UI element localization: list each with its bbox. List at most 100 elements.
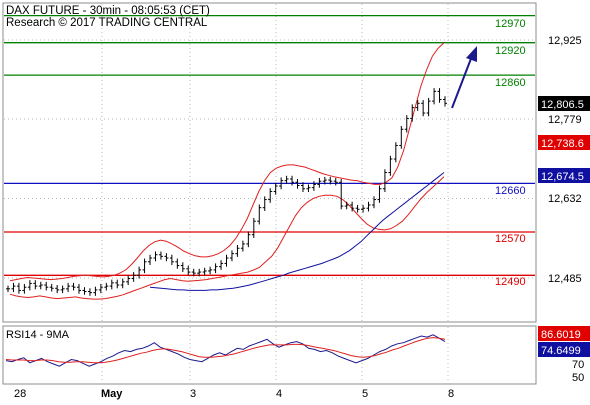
price-bar: [6, 285, 10, 293]
price-bar: [257, 204, 262, 225]
rsi-value-1: 86.6019: [541, 329, 581, 341]
price-bar: [71, 282, 76, 291]
price-bar: [55, 285, 60, 294]
price-bar: [262, 196, 267, 211]
price-bar: [344, 201, 349, 210]
price-bar: [300, 182, 305, 192]
level-label-12860: 12860: [495, 77, 526, 89]
price-bar: [235, 245, 240, 257]
price-bars: [6, 88, 447, 296]
price-bar: [93, 286, 98, 296]
level-label-12920: 12920: [495, 45, 526, 57]
moving-average-line: [149, 172, 445, 291]
price-bar: [306, 184, 311, 192]
price-bar: [290, 175, 295, 186]
price-bar: [273, 182, 278, 195]
rsi-ma-line: [5, 337, 446, 364]
level-label-12490: 12490: [495, 276, 526, 288]
price-bar: [33, 280, 38, 290]
price-bar: [164, 253, 169, 262]
price-bar: [393, 142, 398, 163]
price-bar: [87, 288, 92, 296]
chart-subtitle: Research © 2017 TRADING CENTRAL: [6, 17, 208, 29]
price-bar: [38, 281, 43, 290]
price-bar: [355, 204, 360, 213]
x-tick-may: May: [101, 388, 123, 400]
price-bar: [377, 185, 382, 203]
rsi-lines: [5, 334, 446, 367]
price-bar: [284, 175, 289, 184]
x-tick-5: 5: [362, 388, 368, 400]
ma-label: 12,674.5: [541, 171, 584, 183]
price-bar: [191, 268, 196, 277]
rsi-value-tag-2: [538, 342, 590, 357]
rsi-level-70: 70: [572, 359, 584, 371]
price-bar: [361, 204, 366, 213]
price-bar: [339, 179, 344, 210]
price-bar: [186, 265, 191, 276]
price-bar: [104, 282, 109, 291]
level-lines: [4, 15, 535, 276]
price-bar: [437, 88, 442, 103]
price-bar: [410, 104, 415, 122]
level-label-12570: 12570: [495, 233, 526, 245]
price-bar: [44, 281, 49, 291]
price-bar: [77, 283, 82, 294]
price-bar: [328, 176, 333, 185]
rsi-value-tag-1: [538, 326, 590, 341]
price-bar: [229, 250, 234, 262]
arrow-shaft: [451, 55, 473, 109]
price-bar: [366, 201, 371, 212]
price-bar: [404, 115, 409, 133]
x-tick-4: 4: [276, 388, 282, 400]
price-bar: [240, 240, 245, 252]
price-bar: [382, 169, 387, 192]
price-bar: [27, 280, 32, 291]
price-bar: [137, 266, 142, 279]
price-bar: [169, 254, 174, 266]
price-bar: [415, 100, 420, 111]
price-bar: [22, 283, 27, 294]
price-bar: [197, 268, 202, 277]
y-tick-12925: 12,925: [548, 35, 582, 47]
indicator-lines: [9, 42, 445, 300]
price-bar: [49, 283, 54, 292]
y-tick-12632: 12,632: [548, 193, 582, 205]
price-bar: [11, 282, 16, 293]
price-bar: [158, 251, 163, 260]
price-bar: [426, 97, 431, 117]
price-bar: [175, 258, 180, 269]
price-bar: [120, 278, 125, 289]
price-bar: [16, 282, 21, 294]
price-bar: [350, 201, 355, 212]
current-price-tag: [538, 96, 590, 111]
arrow-head: [466, 46, 477, 62]
level-label-12660: 12660: [495, 185, 526, 197]
ma-tag: [538, 168, 590, 183]
price-bar: [148, 254, 153, 266]
price-bar: [126, 275, 131, 286]
price-bar: [66, 282, 71, 293]
price-bar: [202, 267, 207, 276]
price-bar: [295, 179, 300, 189]
price-bar: [224, 254, 229, 267]
price-bar: [142, 258, 147, 274]
price-bar: [115, 279, 120, 289]
price-bar: [333, 177, 338, 186]
trend-arrow: [451, 46, 477, 109]
rsi-title: RSI14 - 9MA: [6, 329, 70, 341]
rsi-panel-frame: [2, 325, 537, 385]
price-bar: [82, 287, 87, 295]
level-label-12970: 12970: [495, 18, 526, 30]
price-bar: [388, 155, 393, 176]
price-bar: [322, 176, 327, 185]
price-bar: [219, 260, 224, 270]
price-bar: [213, 263, 218, 274]
x-tick-8: 8: [448, 388, 454, 400]
price-bar: [251, 217, 256, 238]
bollinger-lower-band: [9, 176, 445, 300]
price-panel-frame: [2, 2, 537, 323]
